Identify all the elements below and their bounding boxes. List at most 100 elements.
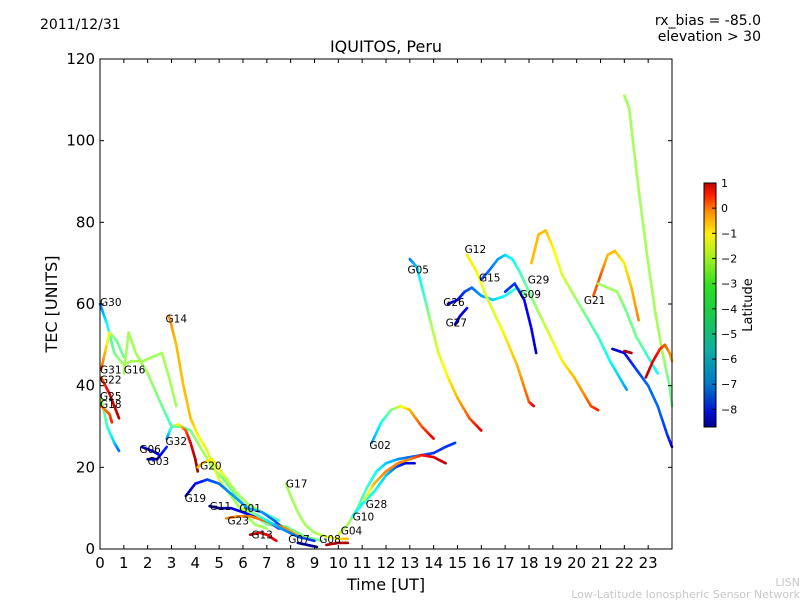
x-tick-label: 18: [519, 554, 538, 572]
series-g19: [184, 478, 285, 530]
x-axis-label: Time [UT]: [346, 575, 425, 594]
series-g02: [370, 404, 435, 445]
x-tick-label: 23: [639, 554, 658, 572]
y-tick-label: 80: [76, 213, 95, 231]
y-tick-label: 60: [76, 295, 95, 313]
series-g32: [165, 423, 200, 473]
series-g05: [408, 257, 483, 432]
y-tick-label: 20: [76, 458, 95, 476]
trace-segment: [642, 225, 647, 240]
x-tick-label: 9: [310, 554, 320, 572]
series-g03: [146, 445, 169, 461]
satellite-label-g28: G28: [366, 499, 388, 511]
series-unlabeled-31: [596, 282, 660, 375]
colorbar-tick-label: 1: [721, 177, 728, 190]
colorbar-tick-label: −7: [721, 378, 737, 391]
trace-segment: [478, 427, 483, 432]
series-g18: [99, 404, 114, 424]
satellite-label-g32: G32: [166, 436, 188, 448]
series-g01: [239, 506, 316, 543]
x-tick-label: 5: [214, 554, 224, 572]
trace-segment: [310, 538, 316, 543]
elevation-label: elevation > 30: [657, 29, 761, 45]
satellite-label-g15: G15: [479, 272, 501, 284]
y-tick-label: 40: [76, 377, 95, 395]
series-g15: [480, 253, 600, 412]
satellite-label-g12: G12: [465, 244, 487, 256]
satellite-label-g07: G07: [288, 534, 310, 546]
satellite-label-g29: G29: [528, 275, 550, 287]
series-g28: [363, 453, 447, 502]
trace-segment: [595, 408, 600, 412]
colorbar-tick-label: 0: [721, 202, 728, 215]
series-g08: [325, 541, 350, 547]
satellite-label-g16: G16: [124, 364, 146, 376]
satellite-label-g31: G31: [100, 364, 122, 376]
x-tick-label: 15: [448, 554, 467, 572]
colorbar-tick-label: −3: [721, 278, 737, 291]
series-g12: [465, 253, 536, 408]
satellite-label-g08: G08: [319, 534, 341, 546]
satellite-label-g13: G13: [251, 530, 273, 542]
satellite-label-g14: G14: [166, 313, 188, 325]
trace-segment: [442, 460, 447, 465]
trace-segment: [534, 347, 538, 355]
x-tick-label: 8: [286, 554, 296, 572]
rx-bias-label: rx_bias = -85.0: [654, 13, 761, 29]
trace-segment: [263, 526, 269, 530]
x-tick-label: 16: [472, 554, 491, 572]
x-tick-label: 21: [591, 554, 610, 572]
trace-segment: [643, 237, 648, 253]
trace-segment: [531, 404, 536, 408]
x-tick-label: 10: [329, 554, 348, 572]
trace-segment: [273, 538, 278, 543]
satellite-label-g25: G25: [100, 391, 122, 403]
satellite-label-g10: G10: [353, 511, 375, 523]
trace-segment: [116, 448, 121, 453]
satellite-label-g30: G30: [100, 297, 122, 309]
x-tick-label: 3: [167, 554, 177, 572]
colorbar-tick-label: −4: [721, 303, 737, 316]
x-tick-label: 22: [615, 554, 634, 572]
series-g22: [99, 376, 121, 420]
series-g07: [296, 541, 319, 549]
satellite-label-g18: G18: [100, 399, 122, 411]
x-tick-label: 17: [496, 554, 515, 572]
series-g06: [140, 445, 161, 457]
trace-segment: [430, 435, 435, 441]
x-tick-label: 12: [376, 554, 395, 572]
series-unlabeled-34: [623, 349, 633, 355]
series-g14: [167, 314, 269, 530]
x-tick-label: 0: [95, 554, 105, 572]
trace-segment: [317, 538, 323, 543]
trace-segment: [646, 261, 651, 273]
trace-segment: [652, 302, 657, 314]
y-axis: 0 20 40 60 80 100 120: [66, 50, 672, 558]
footer-network: Low-Latitude Ionospheric Sensor Network: [571, 588, 800, 600]
satellite-label-g01: G01: [239, 503, 260, 515]
trace-segment: [640, 212, 645, 228]
trace-segment: [648, 270, 652, 281]
colorbar: 1 0 −1 −2 −3 −4 −5 −6 −7 −8 Latitude: [703, 177, 756, 428]
colorbar-label: Latitude: [741, 278, 756, 332]
x-tick-label: 19: [543, 554, 562, 572]
trace-segment: [650, 286, 655, 298]
x-axis: 0 1 2 3 4 5 6 7 8 9 10 11 12 13 14 15 16 17 18 19 20 21 22 23: [95, 59, 658, 572]
trace-segment: [452, 441, 457, 445]
series-g27: [453, 306, 469, 326]
footer-lisn: LISN: [775, 576, 800, 589]
satellite-label-g17: G17: [286, 479, 308, 491]
trace-segment: [649, 278, 654, 289]
trace-segment: [523, 293, 528, 298]
satellite-label-g06: G06: [139, 444, 161, 456]
trace-segment: [163, 445, 169, 451]
satellite-label-g11: G11: [210, 501, 232, 513]
y-tick-label: 0: [85, 540, 95, 558]
trace-segment: [173, 400, 178, 408]
chart-title: IQUITOS, Peru: [330, 37, 442, 56]
trace-segment: [116, 412, 121, 420]
series-g17: [284, 482, 350, 541]
colorbar-gradient: [703, 182, 717, 428]
